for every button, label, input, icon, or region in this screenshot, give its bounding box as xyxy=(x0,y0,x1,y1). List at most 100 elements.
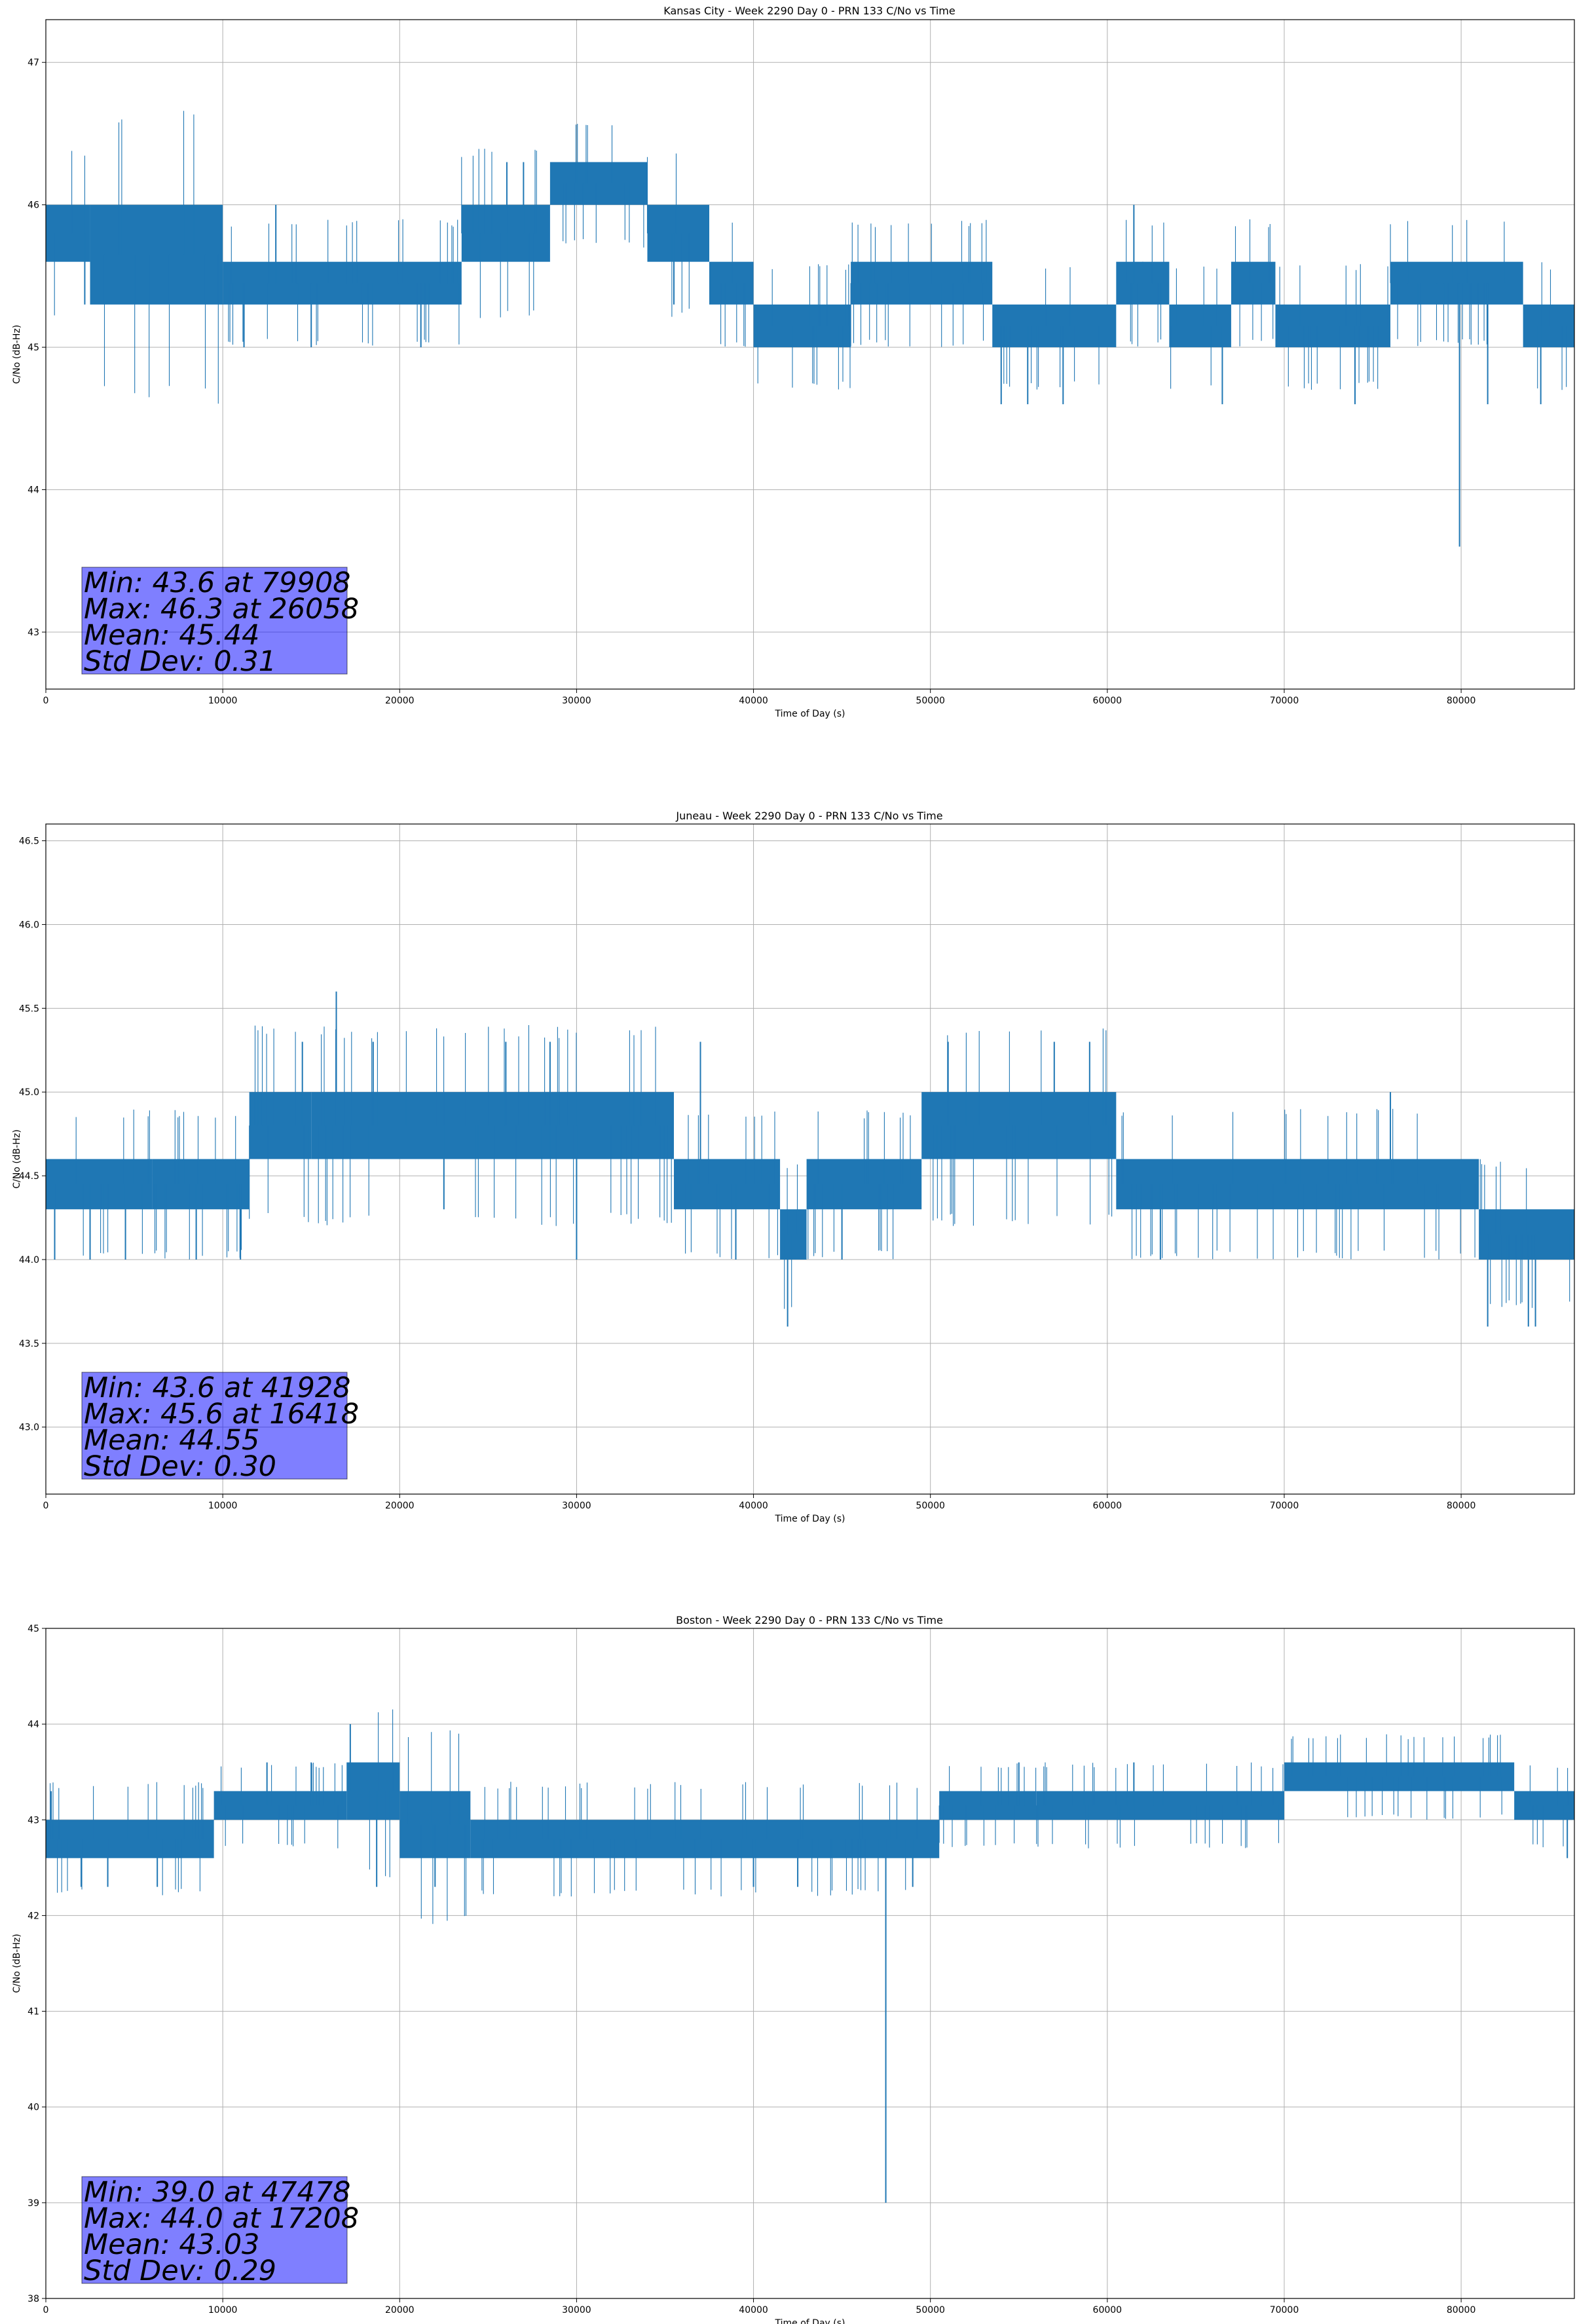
stats-max: Max: 46.3 at 26058 xyxy=(84,593,359,626)
stats-max: Max: 45.6 at 16418 xyxy=(84,1398,359,1431)
x-tick-label: 0 xyxy=(43,2305,49,2315)
trace-jitter xyxy=(563,124,644,248)
axis-ticks: 0 10000 20000 30000 40000 50000 60000 70000 8000… xyxy=(19,836,1476,1511)
x-tick-label: 40000 xyxy=(739,1501,768,1511)
trace-jitter xyxy=(318,1025,672,1226)
x-tick-label: 80000 xyxy=(1447,1501,1476,1511)
chart-title: Juneau - Week 2290 Day 0 - PRN 133 C/No … xyxy=(675,810,942,822)
x-tick-label: 80000 xyxy=(1447,2305,1476,2315)
trace-band xyxy=(753,304,851,348)
x-tick-label: 20000 xyxy=(385,2305,415,2315)
trace-band xyxy=(90,204,223,305)
y-tick-label: 41 xyxy=(28,2007,39,2017)
trace-band xyxy=(939,1791,1037,1820)
x-tick-label: 70000 xyxy=(1270,2305,1299,2315)
trace-band xyxy=(223,261,462,305)
trace-jitter xyxy=(1003,267,1100,390)
y-tick-label: 42 xyxy=(28,1911,39,1921)
data-series xyxy=(46,1709,1574,2203)
trace-jitter xyxy=(1036,1762,1284,1848)
trace-band xyxy=(1514,1791,1574,1820)
trace-band xyxy=(1275,304,1391,348)
trace-jitter xyxy=(1279,264,1388,390)
trace-band xyxy=(709,261,754,305)
trace-jitter xyxy=(1126,219,1164,347)
trace-jitter xyxy=(784,1164,798,1309)
trace-jitter xyxy=(933,1028,1113,1226)
axis-ticks: 0 10000 20000 30000 40000 50000 60000 70000 8000… xyxy=(28,58,1475,706)
x-tick-label: 0 xyxy=(43,696,49,706)
trace-band xyxy=(1284,1762,1515,1791)
y-tick-label: 47 xyxy=(28,58,39,68)
plot-frame xyxy=(45,823,1575,1495)
trace-jitter xyxy=(1479,1159,1570,1308)
trace-jitter xyxy=(1390,219,1505,347)
y-axis-label: C/No (dB-Hz) xyxy=(12,1129,22,1188)
trace-band xyxy=(1169,304,1231,348)
y-tick-label: 46.5 xyxy=(19,836,39,847)
stats-std-dev: Std Dev: 0.29 xyxy=(84,2255,276,2287)
trace-jitter xyxy=(1170,267,1217,389)
x-tick-label: 20000 xyxy=(385,1501,415,1511)
x-tick-label: 40000 xyxy=(739,2305,768,2315)
stats-box: Min: 43.6 at 41928 Max: 45.6 at 16418 Me… xyxy=(81,1372,359,1483)
trace-jitter xyxy=(221,1763,343,1848)
trace-jitter xyxy=(646,153,690,317)
x-tick-label: 50000 xyxy=(916,696,945,706)
y-tick-label: 46 xyxy=(28,200,39,211)
x-tick-label: 60000 xyxy=(1093,2305,1122,2315)
trace-jitter xyxy=(720,222,746,347)
stats-mean: Mean: 43.03 xyxy=(84,2228,259,2261)
trace-jitter xyxy=(103,111,219,404)
trace-band xyxy=(46,1159,153,1210)
x-tick-label: 0 xyxy=(43,1501,49,1511)
stats-std-dev: Std Dev: 0.30 xyxy=(84,1450,276,1483)
trace-jitter xyxy=(50,1782,204,1896)
trace-jitter xyxy=(369,1709,394,1877)
chart-title: Kansas City - Week 2290 Day 0 - PRN 133 … xyxy=(663,5,955,17)
trace-jitter xyxy=(249,1025,309,1222)
trace-band xyxy=(1523,304,1574,348)
trace-jitter xyxy=(685,1112,778,1259)
stats-min: Min: 43.6 at 41928 xyxy=(84,1372,351,1404)
x-tick-label: 50000 xyxy=(916,2305,945,2315)
trace-jitter xyxy=(757,264,851,390)
y-tick-label: 44 xyxy=(28,485,39,496)
y-tick-label: 43.0 xyxy=(19,1423,39,1433)
grid xyxy=(45,20,1574,689)
y-tick-label: 43.5 xyxy=(19,1339,39,1349)
data-series xyxy=(46,991,1574,1327)
y-tick-label: 40 xyxy=(28,2103,39,2113)
y-tick-label: 39 xyxy=(28,2198,39,2209)
trace-band xyxy=(921,1092,1117,1159)
stats-box-background xyxy=(81,2176,348,2284)
trace-jitter xyxy=(1234,219,1274,347)
trace-band xyxy=(46,1820,214,1858)
chart-panel-boston: Boston - Week 2290 Day 0 - PRN 133 C/No … xyxy=(12,1614,1575,2324)
stats-box: Min: 43.6 at 79908 Max: 46.3 at 26058 Me… xyxy=(81,567,359,678)
trace-jitter xyxy=(461,149,537,318)
trace-jitter xyxy=(407,1730,467,1924)
trace-band xyxy=(249,1092,312,1159)
stats-box-background xyxy=(81,567,348,675)
stats-max: Max: 44.0 at 17208 xyxy=(84,2202,359,2235)
x-axis-label: Time of Day (s) xyxy=(775,1514,845,1524)
stats-mean: Mean: 44.55 xyxy=(84,1424,259,1457)
stats-mean: Mean: 45.44 xyxy=(84,619,259,652)
trace-band xyxy=(1036,1791,1284,1820)
trace-jitter xyxy=(1529,1765,1568,1848)
trace-jitter xyxy=(1121,1108,1475,1260)
y-tick-label: 45.0 xyxy=(19,1087,39,1098)
y-tick-label: 45 xyxy=(28,343,39,353)
stats-min: Min: 39.0 at 47478 xyxy=(84,2176,351,2209)
x-axis-label: Time of Day (s) xyxy=(775,709,845,719)
trace-band xyxy=(851,261,993,305)
x-tick-label: 70000 xyxy=(1270,696,1299,706)
stats-std-dev: Std Dev: 0.31 xyxy=(84,645,276,678)
stats-box-background xyxy=(81,1372,348,1480)
x-tick-label: 60000 xyxy=(1093,1501,1122,1511)
y-tick-label: 43 xyxy=(28,1815,39,1826)
y-tick-label: 45.5 xyxy=(19,1003,39,1014)
y-tick-label: 43 xyxy=(28,628,39,638)
y-axis-label: C/No (dB-Hz) xyxy=(12,325,22,384)
